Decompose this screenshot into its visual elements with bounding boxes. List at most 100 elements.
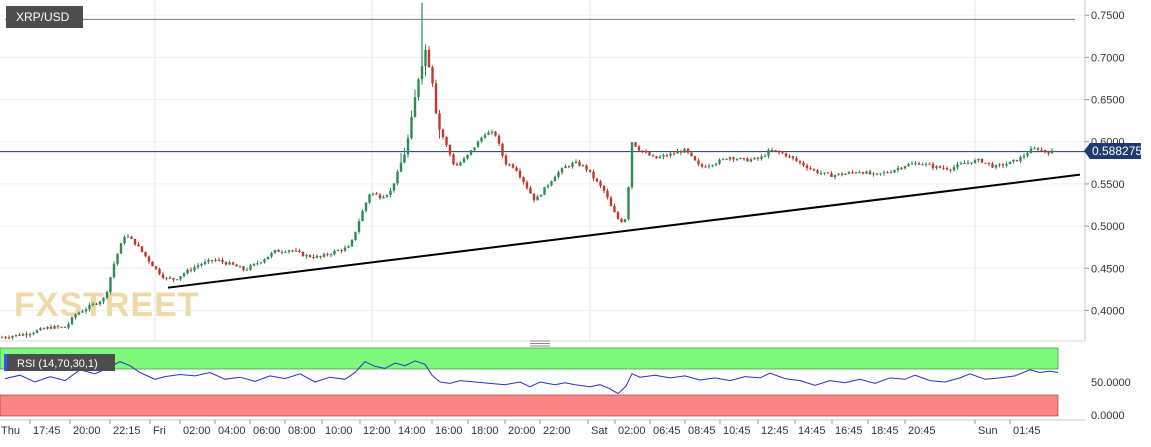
candle-body bbox=[455, 164, 459, 166]
rsi-tick-50: 50.0000 bbox=[1091, 377, 1131, 389]
candle-body bbox=[676, 151, 679, 154]
candle-body bbox=[361, 210, 364, 222]
candle-body bbox=[217, 259, 221, 261]
candle-body bbox=[1012, 159, 1015, 162]
candle-body bbox=[525, 182, 529, 189]
candle-body bbox=[448, 144, 452, 155]
candle-body bbox=[1022, 155, 1026, 158]
time-tick-label: Thu bbox=[1, 425, 20, 437]
rsi-overbought-zone bbox=[0, 347, 1059, 370]
candle-body bbox=[21, 334, 25, 336]
candle-body bbox=[700, 164, 704, 167]
candle-body bbox=[655, 156, 658, 159]
candle-body bbox=[466, 154, 469, 159]
candle-body bbox=[112, 263, 116, 278]
candle-body bbox=[140, 246, 144, 252]
candle-body bbox=[473, 147, 476, 151]
candle-body bbox=[529, 188, 532, 194]
candle-body bbox=[88, 304, 91, 310]
time-tick-label: 16:00 bbox=[435, 425, 463, 437]
candle-body bbox=[406, 138, 410, 155]
candle-body bbox=[186, 269, 189, 274]
candle-body bbox=[819, 173, 823, 175]
time-tick-label: Sat bbox=[591, 425, 608, 437]
candle-body bbox=[630, 142, 634, 188]
panel-resize-handle[interactable] bbox=[530, 340, 550, 347]
candle-body bbox=[977, 158, 980, 161]
price-tick-label: 0.4500 bbox=[1091, 263, 1125, 275]
candle-body bbox=[571, 163, 574, 167]
candle-body bbox=[858, 172, 861, 174]
time-tick-label: 01:45 bbox=[1013, 425, 1041, 437]
candle-body bbox=[641, 150, 644, 152]
candle-body bbox=[179, 276, 182, 280]
candle-body bbox=[207, 260, 210, 262]
candle-body bbox=[392, 183, 396, 191]
price-tick-label: 0.7500 bbox=[1091, 10, 1125, 22]
candle-body bbox=[872, 173, 875, 175]
time-tick-label: 14:45 bbox=[798, 425, 826, 437]
candle-body bbox=[900, 168, 903, 170]
candle-body bbox=[77, 312, 81, 315]
time-tick-label: 16:45 bbox=[835, 425, 863, 437]
candle-body bbox=[25, 334, 28, 336]
candle-body bbox=[322, 254, 326, 257]
candle-body bbox=[742, 158, 746, 160]
candle-body bbox=[840, 173, 844, 175]
candle-body bbox=[214, 259, 217, 261]
candle-body bbox=[298, 250, 301, 252]
candle-body bbox=[518, 170, 522, 178]
trendline[interactable] bbox=[167, 173, 1081, 289]
candle-body bbox=[511, 164, 515, 168]
rsi-tick-0: 0.0000 bbox=[1091, 410, 1125, 422]
candle-body bbox=[914, 163, 917, 165]
candle-body bbox=[795, 158, 798, 161]
rsi-oversold-zone bbox=[0, 394, 1059, 417]
candle-body bbox=[725, 158, 728, 160]
candle-body bbox=[991, 163, 994, 168]
candle-body bbox=[238, 266, 242, 268]
candle-body bbox=[490, 131, 494, 133]
time-tick-label: 20:00 bbox=[508, 425, 536, 437]
rsi-color-swatch bbox=[4, 354, 7, 371]
candle-body bbox=[774, 150, 777, 152]
candle-body bbox=[7, 337, 11, 339]
symbol-label: XRP/USD bbox=[16, 10, 70, 24]
rsi-line bbox=[4, 360, 1059, 395]
candle-body bbox=[256, 263, 259, 265]
candle-body bbox=[116, 253, 119, 264]
candle-body bbox=[483, 134, 487, 138]
candle-body bbox=[343, 247, 347, 251]
candles[interactable] bbox=[0, 2, 1054, 340]
candle-body bbox=[721, 158, 725, 160]
candle-body bbox=[984, 162, 987, 164]
candle-body bbox=[396, 171, 399, 184]
time-tick-label: 22:00 bbox=[543, 425, 571, 437]
candle-body bbox=[931, 164, 935, 168]
candle-body bbox=[973, 160, 977, 164]
horizontal-lines bbox=[0, 18, 1085, 153]
time-tick-label: 14:00 bbox=[398, 425, 426, 437]
symbol-badge bbox=[6, 6, 83, 28]
candle-body bbox=[823, 172, 826, 174]
candle-body bbox=[679, 151, 683, 153]
candle-body bbox=[557, 172, 560, 177]
price-axis: 0.40000.45000.50000.55000.60000.65000.70… bbox=[1085, 10, 1125, 317]
candle-body bbox=[95, 303, 98, 305]
candle-body bbox=[945, 168, 949, 170]
candle-body bbox=[1040, 149, 1043, 151]
candle-body bbox=[998, 164, 1001, 166]
candle-body bbox=[109, 277, 112, 292]
candle-body bbox=[588, 169, 592, 172]
candle-body bbox=[907, 164, 910, 167]
rsi-panel[interactable]: RSI (14,70,30,1) 50.0000 0.0000 bbox=[0, 347, 1131, 422]
candle-body bbox=[536, 196, 539, 201]
candle-body bbox=[767, 149, 770, 156]
support-trendline[interactable] bbox=[167, 173, 1081, 289]
candle-body bbox=[266, 256, 270, 260]
candle-body bbox=[959, 163, 963, 165]
candle-body bbox=[539, 194, 543, 197]
candle-body bbox=[1005, 164, 1008, 166]
